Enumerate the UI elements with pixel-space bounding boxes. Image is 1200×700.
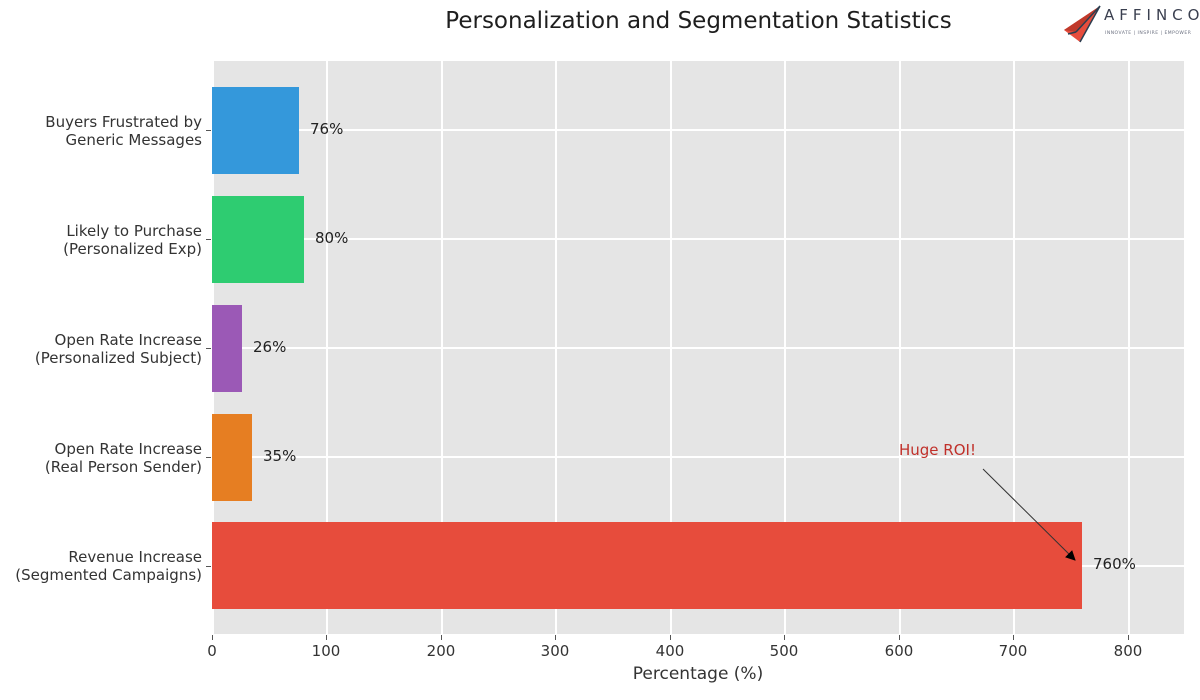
value-label: 760%	[1093, 555, 1136, 573]
gridline	[212, 238, 1184, 240]
x-tick	[1013, 635, 1014, 640]
x-tick-label: 700	[998, 642, 1028, 660]
bar-open-rate-sender	[212, 414, 252, 501]
value-label: 76%	[310, 120, 344, 138]
x-tick-label: 100	[311, 642, 341, 660]
value-label: 80%	[315, 229, 349, 247]
y-tick	[206, 348, 211, 349]
x-tick-label: 600	[884, 642, 914, 660]
x-tick	[670, 635, 671, 640]
x-tick-label: 200	[426, 642, 456, 660]
x-tick-label: 400	[655, 642, 685, 660]
bar-open-rate-subject	[212, 305, 242, 392]
y-label-open-rate-sender: Open Rate Increase (Real Person Sender)	[44, 440, 202, 476]
x-tick	[441, 635, 442, 640]
x-tick-label: 500	[769, 642, 799, 660]
gridline	[212, 347, 1184, 349]
gridline	[212, 129, 1184, 131]
chart-title: Personalization and Segmentation Statist…	[445, 8, 952, 34]
y-tick	[206, 239, 211, 240]
logo-tagline: INNOVATE | INSPIRE | EMPOWER	[1105, 31, 1192, 36]
x-tick	[326, 635, 327, 640]
bar-revenue-increase	[212, 522, 1082, 609]
paper-plane-icon	[1064, 5, 1101, 43]
value-label: 35%	[263, 447, 297, 465]
x-axis-title: Percentage (%)	[632, 664, 764, 684]
x-tick-label: 300	[540, 642, 570, 660]
bar-buyers-frustrated	[212, 87, 299, 174]
affinco-logo: AFFINCO INNOVATE | INSPIRE | EMPOWER	[1062, 2, 1200, 46]
y-tick	[206, 457, 211, 458]
x-tick	[555, 635, 556, 640]
y-label-revenue-increase: Revenue Increase (Segmented Campaigns)	[15, 548, 202, 584]
x-tick-label: 800	[1113, 642, 1143, 660]
x-tick	[784, 635, 785, 640]
x-tick-label: 0	[207, 642, 217, 660]
y-tick	[206, 566, 211, 567]
plot-area: 76% 80% 26% 35% 760%	[212, 61, 1184, 634]
y-label-likely-to-purchase: Likely to Purchase (Personalized Exp)	[63, 222, 202, 258]
y-label-open-rate-subject: Open Rate Increase (Personalized Subject)	[34, 331, 202, 367]
annotation-huge-roi: Huge ROI!	[899, 441, 976, 459]
y-tick	[206, 130, 211, 131]
bar-likely-to-purchase	[212, 196, 304, 283]
value-label: 26%	[253, 338, 287, 356]
gridline	[212, 456, 1184, 458]
logo-wordmark: AFFINCO	[1104, 6, 1200, 24]
x-tick	[899, 635, 900, 640]
y-label-buyers-frustrated: Buyers Frustrated by Generic Messages	[45, 113, 202, 149]
x-tick	[1128, 635, 1129, 640]
x-tick	[212, 635, 213, 640]
